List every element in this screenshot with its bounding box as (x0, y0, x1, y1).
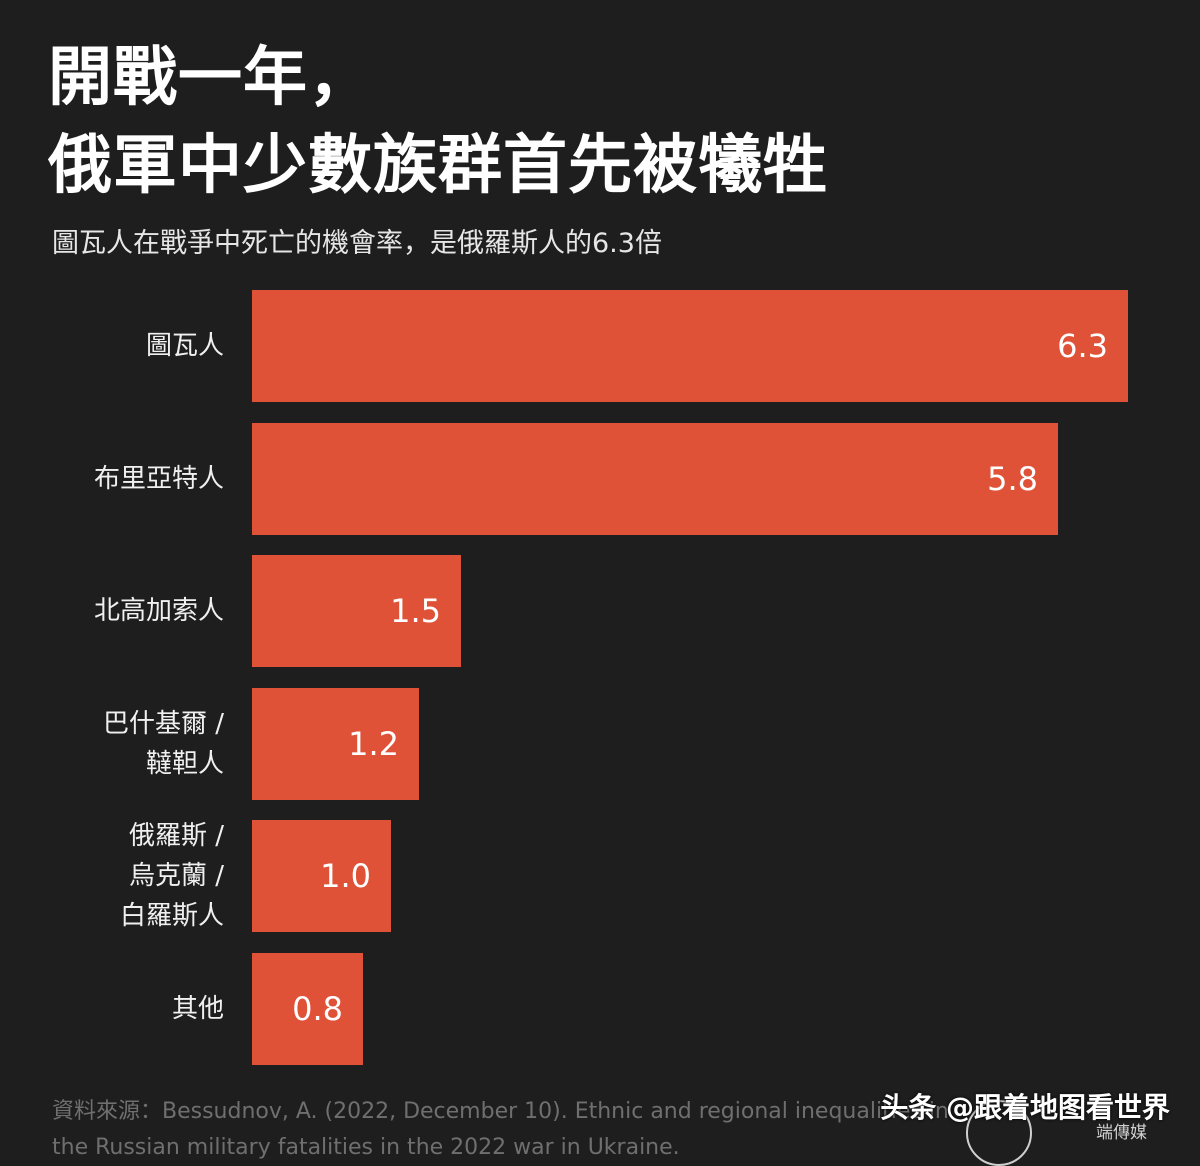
bar-value-label: 0.8 (292, 989, 343, 1028)
bar-value-label: 5.8 (987, 459, 1038, 498)
bar-1 (252, 422, 1058, 535)
bar-value-label: 1.0 (320, 857, 371, 895)
bar-value-label: 1.2 (348, 724, 399, 763)
bar-5 (252, 952, 363, 1065)
bar-4 (252, 820, 391, 932)
watermark: 头条 @跟着地图看世界 (880, 1091, 1170, 1124)
bar-value-label: 6.3 (1057, 327, 1108, 365)
source-note-continued: the Russian military fatalities in the 2… (52, 1135, 680, 1160)
bar-chart: 6.3 圖瓦人 5.8 布里亞特人 1.5 北高加索人 1.2 巴什基爾 / 韃靼人 1.0 俄羅… (0, 280, 1200, 1080)
bar-0 (252, 290, 1128, 402)
category-label: 圖瓦人 (145, 331, 224, 361)
chart-title: 開戰一年， 俄軍中少數族群首先被犧牲 (48, 41, 828, 203)
category-label: 俄羅斯 / 烏克蘭 / 白羅斯人 (119, 821, 224, 931)
bar-3 (252, 687, 419, 800)
category-label: 北高加索人 (93, 596, 224, 626)
bar-value-label: 1.5 (390, 592, 441, 630)
chart-subtitle: 圖瓦人在戰爭中死亡的機會率，是俄羅斯人的6.3倍 (52, 228, 662, 259)
category-label: 布里亞特人 (93, 463, 224, 494)
publisher-logo-text: 端傳媒 (1096, 1123, 1147, 1143)
source-note: 資料來源：Bessudnov, A. (2022, December 10). … (52, 1099, 949, 1124)
category-label: 其他 (171, 993, 224, 1024)
bar-2 (252, 555, 461, 667)
category-label: 巴什基爾 / 韃靼人 (102, 708, 224, 779)
